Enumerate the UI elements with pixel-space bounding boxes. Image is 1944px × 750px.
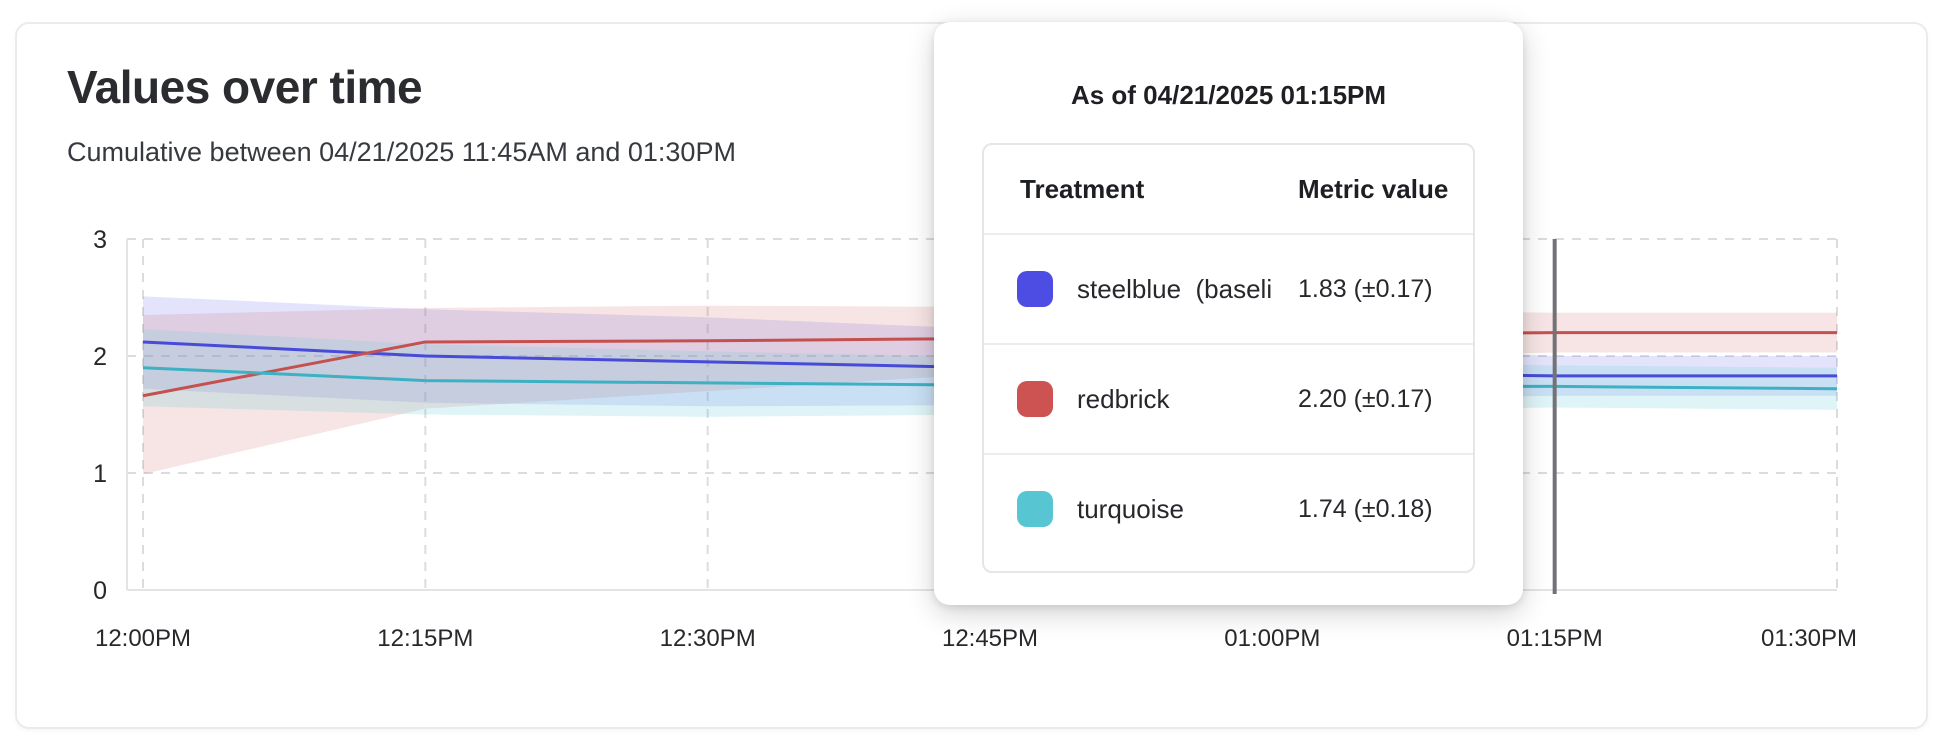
chart-tooltip: As of 04/21/2025 01:15PM Treatment Metri… [934, 22, 1523, 605]
x-tick-label: 01:00PM [1224, 625, 1320, 652]
x-tick-label: 12:15PM [377, 625, 473, 652]
x-tick-label: 01:30PM [1761, 625, 1857, 652]
tooltip-row-1: steelblue (baseli 1.83 (±0.17) [984, 233, 1473, 343]
tooltip-title: As of 04/21/2025 01:15PM [1070, 80, 1387, 110]
column-header-metric-value: Metric value [1298, 173, 1449, 204]
x-tick-label: 12:00PM [95, 625, 191, 652]
metric-value: 1.74 (±0.18) [1298, 494, 1433, 523]
y-tick-label: 3 [93, 226, 107, 254]
metric-value: 2.20 (±0.17) [1298, 384, 1433, 413]
tooltip-table: Treatment Metric value steelblue (baseli… [982, 143, 1475, 573]
column-header-treatment: Treatment [1020, 173, 1145, 204]
y-tick-label: 1 [93, 460, 107, 488]
y-tick-label: 0 [93, 577, 107, 605]
series-color-swatch [1017, 381, 1053, 417]
series-color-swatch [1017, 491, 1053, 527]
tooltip-table-header: Treatment Metric value [984, 145, 1473, 233]
treatment-name: steelblue (baseli [1077, 273, 1273, 304]
axis-labels: 0 1 2 3 12:00PM 12:15PM 12:30PM 12:45PM 01:00PM 0… [93, 226, 1857, 652]
x-tick-label: 12:45PM [942, 625, 1038, 652]
page-title: Values over time [67, 61, 423, 113]
y-tick-label: 2 [93, 343, 107, 371]
tooltip-row-2: redbrick 2.20 (±0.17) [984, 343, 1473, 453]
treatment-name: turquoise [1077, 493, 1184, 524]
tooltip-row-3: turquoise 1.74 (±0.18) [984, 453, 1473, 563]
series-color-swatch [1017, 271, 1053, 307]
treatment-name: redbrick [1077, 383, 1170, 414]
metric-value: 1.83 (±0.17) [1298, 274, 1433, 303]
x-tick-label: 01:15PM [1507, 625, 1603, 652]
x-tick-label: 12:30PM [660, 625, 756, 652]
chart-subtitle: Cumulative between 04/21/2025 11:45AM an… [67, 137, 736, 167]
